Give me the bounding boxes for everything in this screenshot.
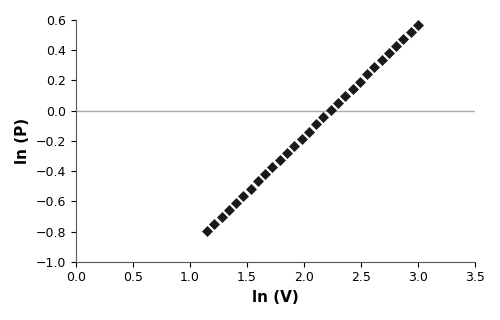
X-axis label: ln (V): ln (V) xyxy=(252,290,299,305)
Y-axis label: ln (P): ln (P) xyxy=(15,118,30,164)
